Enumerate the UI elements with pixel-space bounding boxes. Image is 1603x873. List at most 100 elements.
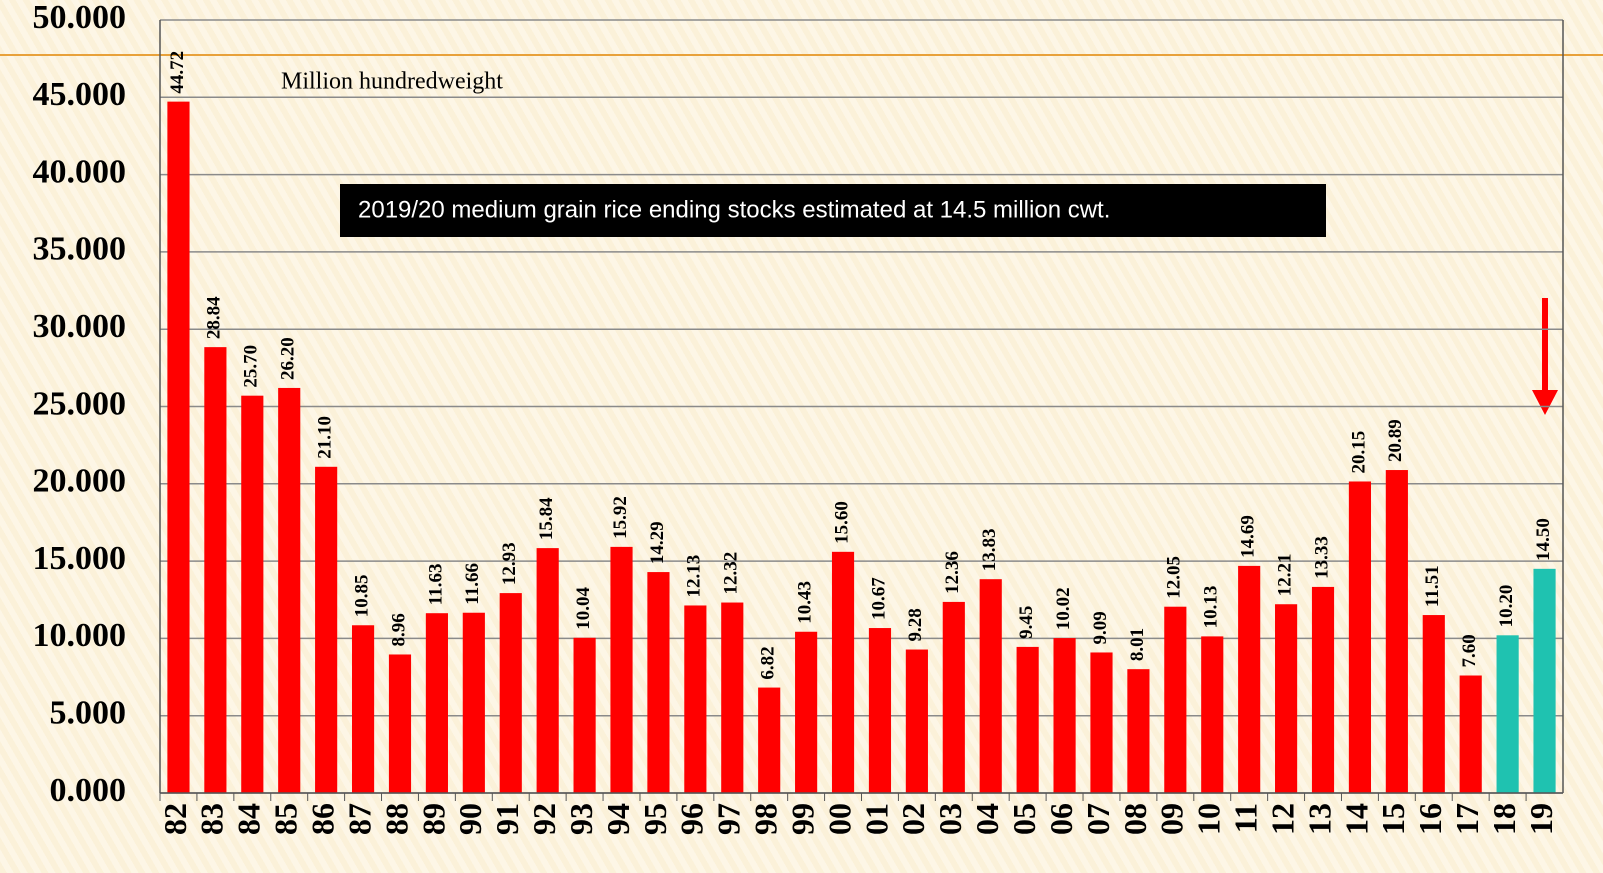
x-tick-label: 17 (1449, 803, 1485, 835)
x-tick-label: 94 (600, 803, 636, 835)
x-tick-label: 97 (711, 803, 747, 835)
bar (1385, 470, 1408, 793)
y-tick-label: 0.000 (50, 772, 127, 809)
bar (499, 593, 522, 793)
x-tick-label: 10 (1191, 803, 1227, 835)
y-tick-label: 45.000 (33, 76, 127, 113)
bar (573, 637, 596, 793)
x-tick-label: 85 (268, 803, 304, 835)
bar (425, 613, 448, 793)
y-tick-label: 10.000 (33, 617, 127, 654)
value-label: 14.50 (1533, 518, 1554, 561)
x-tick-label: 84 (231, 803, 267, 835)
bar (1422, 615, 1445, 793)
x-tick-label: 14 (1338, 803, 1374, 835)
y-tick-label: 50.000 (33, 0, 127, 36)
value-label: 25.70 (241, 345, 262, 388)
x-tick-label: 05 (1006, 803, 1042, 835)
x-tick-label: 98 (748, 803, 784, 835)
value-label: 11.63 (425, 563, 446, 605)
bar (1311, 586, 1335, 793)
value-label: 15.84 (536, 497, 557, 540)
x-tick-label: 18 (1486, 803, 1522, 835)
value-label: 15.60 (831, 501, 852, 544)
y-tick-label: 40.000 (33, 153, 127, 190)
x-tick-label: 08 (1117, 803, 1153, 835)
value-label: 10.20 (1496, 585, 1517, 628)
bar (462, 612, 485, 793)
x-tick-label: 06 (1043, 803, 1079, 835)
x-tick-label: 12 (1264, 803, 1300, 835)
bar (868, 628, 892, 793)
x-tick-label: 92 (526, 803, 562, 835)
value-label: 14.69 (1238, 515, 1259, 558)
value-label: 11.66 (462, 563, 483, 605)
bar (795, 631, 818, 793)
x-tick-label: 83 (194, 803, 230, 835)
bar (204, 347, 227, 793)
x-tick-label: 89 (415, 803, 451, 835)
x-tick-label: 09 (1154, 803, 1190, 835)
value-label: 11.51 (1422, 565, 1443, 607)
bar (315, 466, 338, 793)
value-label: 21.10 (315, 416, 336, 459)
y-tick-label: 15.000 (33, 540, 127, 577)
value-label: 10.02 (1053, 587, 1074, 630)
bar (758, 687, 781, 793)
value-label: 20.89 (1385, 419, 1406, 462)
bar (1127, 669, 1150, 793)
bar (351, 625, 375, 793)
bar (979, 579, 1002, 793)
x-tick-label: 13 (1301, 803, 1337, 835)
x-tick-label: 99 (784, 803, 820, 835)
value-label: 7.60 (1459, 634, 1480, 667)
x-tick-label: 88 (378, 803, 414, 835)
x-tick-label: 07 (1080, 803, 1116, 835)
x-tick-label: 91 (489, 803, 525, 835)
x-tick-label: 96 (674, 803, 710, 835)
annotation-text: 2019/20 medium grain rice ending stocks … (358, 196, 1110, 223)
x-tick-label: 82 (157, 803, 193, 835)
value-label: 8.96 (388, 613, 409, 646)
x-tick-label: 02 (895, 803, 931, 835)
bar (684, 605, 707, 793)
value-label: 10.43 (794, 581, 815, 624)
x-tick-label: 15 (1375, 803, 1411, 835)
value-label: 9.45 (1016, 606, 1037, 639)
value-label: 9.28 (905, 608, 926, 641)
bar (1053, 638, 1076, 793)
value-label: 10.67 (868, 577, 889, 620)
value-label: 15.92 (610, 496, 631, 539)
bar (721, 602, 744, 793)
bar (388, 654, 412, 793)
bar (1275, 604, 1298, 793)
y-tick-label: 30.000 (33, 308, 127, 345)
value-label: 44.72 (167, 51, 188, 94)
value-label: 8.01 (1127, 628, 1148, 661)
bar (536, 548, 559, 793)
bar (241, 395, 264, 793)
value-label: 28.84 (204, 296, 225, 339)
bar (1459, 675, 1482, 793)
bar (167, 101, 190, 794)
y-tick-label: 35.000 (33, 231, 127, 268)
bar (610, 546, 633, 793)
value-label: 12.36 (942, 551, 963, 594)
x-tick-label: 86 (304, 803, 340, 835)
bar (831, 551, 855, 793)
value-label: 20.15 (1348, 431, 1369, 474)
x-tick-label: 03 (932, 803, 968, 835)
bar (1201, 636, 1224, 793)
x-tick-label: 16 (1412, 803, 1448, 835)
x-tick-label: 11 (1228, 803, 1264, 833)
y-tick-label: 20.000 (33, 463, 127, 500)
bar (1016, 646, 1039, 793)
bar (1348, 481, 1372, 793)
bar (1090, 652, 1113, 793)
value-label: 12.05 (1164, 556, 1185, 599)
value-label: 10.13 (1201, 586, 1222, 629)
x-tick-label: 93 (563, 803, 599, 835)
unit-label: Million hundredweight (281, 69, 503, 95)
value-label: 13.83 (979, 528, 1000, 571)
